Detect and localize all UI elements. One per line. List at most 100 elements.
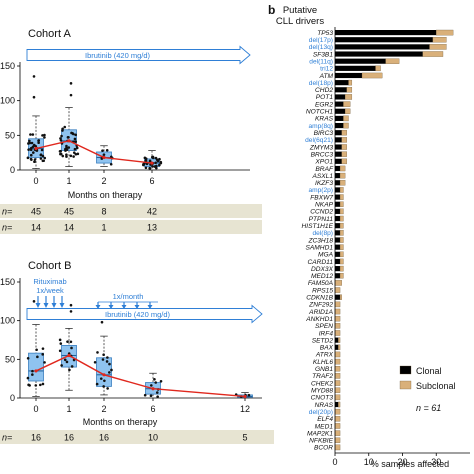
data-point bbox=[64, 149, 67, 152]
driver-label: MYD88 bbox=[311, 388, 333, 395]
bar-subclonal bbox=[339, 222, 344, 229]
driver-label: POT1 bbox=[316, 94, 334, 101]
data-point bbox=[60, 364, 63, 367]
data-point bbox=[155, 166, 158, 170]
n-label: n = 61 bbox=[416, 403, 441, 413]
bar-subclonal bbox=[334, 323, 341, 329]
trend-point bbox=[243, 394, 247, 399]
driver-label: ZNF292 bbox=[308, 302, 333, 309]
y-tick-label: 150 bbox=[0, 277, 15, 287]
driver-label: ANKHD1 bbox=[305, 316, 333, 323]
cohort-a-plot bbox=[26, 75, 163, 171]
data-point bbox=[41, 154, 45, 158]
driver-label: CHD2 bbox=[315, 87, 333, 94]
bar-clonal bbox=[335, 108, 346, 114]
bar-subclonal bbox=[375, 65, 381, 72]
table-row-label: n= bbox=[2, 207, 12, 217]
bar-subclonal bbox=[339, 201, 344, 207]
bar-subclonal bbox=[341, 158, 347, 165]
data-point bbox=[143, 156, 147, 160]
bar-subclonal bbox=[334, 408, 341, 415]
y-tick-label: 0 bbox=[10, 393, 15, 403]
outlier-point bbox=[69, 303, 73, 307]
data-point bbox=[26, 376, 30, 380]
data-point bbox=[109, 162, 113, 166]
monthly-label: 1x/month bbox=[113, 292, 144, 301]
data-point bbox=[61, 129, 64, 132]
data-point bbox=[67, 135, 70, 139]
data-point bbox=[58, 150, 62, 153]
bar-subclonal bbox=[334, 330, 341, 336]
driver-label: NRAS bbox=[315, 402, 334, 409]
data-point bbox=[108, 371, 111, 374]
data-point bbox=[65, 144, 68, 148]
bar-subclonal bbox=[339, 265, 344, 272]
data-point bbox=[70, 346, 73, 350]
outlier-point bbox=[32, 95, 36, 99]
data-point bbox=[29, 153, 33, 157]
driver-label: ZMYM3 bbox=[309, 144, 333, 151]
data-point bbox=[93, 360, 97, 364]
data-point bbox=[39, 383, 42, 387]
data-point bbox=[143, 393, 147, 397]
data-point bbox=[103, 379, 106, 383]
driver-label: SETD2 bbox=[312, 337, 334, 344]
x-tick-label: 6 bbox=[150, 404, 155, 414]
monthly-dose-head bbox=[108, 305, 114, 309]
data-point bbox=[31, 133, 35, 136]
rituximab-dose-head bbox=[43, 303, 49, 308]
median-trend-line bbox=[35, 140, 153, 164]
table-cell: 16 bbox=[99, 433, 109, 443]
data-point bbox=[59, 139, 63, 142]
bar-subclonal bbox=[334, 430, 341, 436]
driver-label: KRAS bbox=[315, 116, 334, 123]
bar-subclonal bbox=[429, 44, 447, 50]
driver-label: NFKBIE bbox=[309, 438, 333, 445]
y-tick-label: 50 bbox=[5, 354, 15, 364]
data-point bbox=[156, 395, 159, 398]
bar-subclonal bbox=[334, 358, 341, 365]
bar-subclonal bbox=[341, 129, 347, 136]
ibrutinib-arrow-a bbox=[26, 45, 251, 65]
panel-b-letter: b bbox=[268, 3, 275, 17]
bar-subclonal bbox=[339, 194, 344, 200]
driver-label: del(8p) bbox=[312, 230, 333, 237]
bar-subclonal bbox=[385, 58, 400, 64]
bar-subclonal bbox=[339, 273, 344, 279]
data-point bbox=[151, 156, 155, 160]
driver-label: KLHL6 bbox=[313, 359, 333, 366]
bar-clonal bbox=[335, 65, 376, 71]
monthly-dose-head bbox=[134, 305, 140, 309]
bar-clonal bbox=[335, 122, 344, 129]
table-cell: 8 bbox=[101, 207, 106, 217]
bar-clonal bbox=[335, 58, 386, 64]
bar-subclonal bbox=[361, 72, 383, 79]
data-point bbox=[74, 133, 77, 137]
table-cell: 1 bbox=[101, 223, 106, 233]
bar-clonal bbox=[335, 294, 341, 300]
cohort-b-table: n= 16 16 16 10 5 bbox=[0, 430, 274, 444]
bar-clonal bbox=[335, 144, 342, 150]
data-point bbox=[63, 125, 67, 129]
data-point bbox=[43, 361, 46, 364]
data-point bbox=[102, 153, 106, 156]
bar-subclonal bbox=[341, 137, 347, 143]
data-point bbox=[101, 149, 104, 152]
bar-clonal bbox=[335, 401, 339, 408]
data-point bbox=[95, 382, 99, 386]
x-tick-label: 12 bbox=[240, 404, 250, 414]
drivers-title-line: Putative bbox=[283, 5, 317, 16]
bar-subclonal bbox=[334, 423, 341, 429]
bar-subclonal bbox=[334, 437, 341, 443]
data-point bbox=[41, 347, 45, 350]
bar-subclonal bbox=[339, 208, 344, 215]
bar-clonal bbox=[335, 94, 346, 100]
data-point bbox=[110, 368, 113, 372]
outlier-point bbox=[100, 320, 104, 324]
bar-subclonal bbox=[343, 122, 349, 129]
driver-label: XPO1 bbox=[314, 159, 333, 166]
data-point bbox=[70, 365, 74, 368]
trend-point bbox=[67, 139, 71, 143]
data-point bbox=[106, 356, 109, 359]
